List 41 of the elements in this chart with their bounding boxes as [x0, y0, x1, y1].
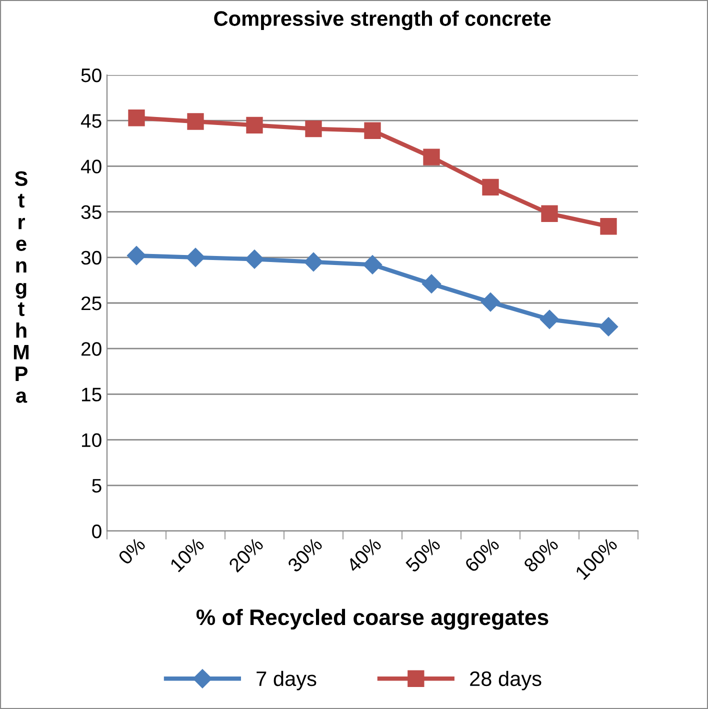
x-tick-label: 40%: [346, 536, 382, 574]
y-tick-label: 35: [81, 205, 102, 220]
x-tick-label: 50%: [404, 536, 442, 573]
point: [187, 113, 204, 130]
y-tick-label: 20: [81, 342, 102, 356]
point: [480, 292, 500, 312]
point: [244, 250, 264, 269]
x-tick-label: 30%: [286, 536, 324, 573]
y-tick-label: 25: [81, 296, 102, 310]
point: [246, 116, 263, 134]
point: [128, 110, 145, 126]
text: Strength MPa: [14, 171, 29, 403]
point: [540, 310, 560, 329]
point: [305, 120, 322, 138]
y-tick-label: 45: [80, 114, 102, 128]
legend-label: 7 days: [256, 670, 316, 690]
point: [422, 274, 442, 294]
y-tick-label: 30: [81, 250, 102, 265]
point: [541, 205, 558, 222]
x-tick-label: 0%: [118, 536, 146, 566]
y-tick-label: 5: [92, 479, 102, 493]
point: [362, 255, 382, 274]
chart-title: Compressive strength of concrete: [214, 10, 551, 30]
y-tick-label: 15: [82, 388, 102, 402]
x-tick-label: 60%: [464, 536, 500, 573]
y-tick-label: 0: [92, 524, 102, 538]
y-tick-label: 10: [82, 433, 102, 448]
x-tick-label: 10%: [169, 536, 206, 572]
x-axis-title: % of Recycled coarse aggregates: [196, 608, 548, 630]
x-tick-label: 80%: [522, 536, 560, 573]
point: [364, 122, 381, 139]
point: [598, 317, 618, 336]
point: [304, 252, 324, 272]
y-tick-label: 40: [80, 160, 102, 174]
point: [600, 218, 617, 235]
point: [126, 246, 146, 266]
legend-label: 28 days: [470, 670, 542, 690]
point: [423, 148, 440, 166]
point: [482, 178, 499, 196]
point: [186, 248, 206, 267]
y-tick-label: 50: [81, 68, 102, 82]
